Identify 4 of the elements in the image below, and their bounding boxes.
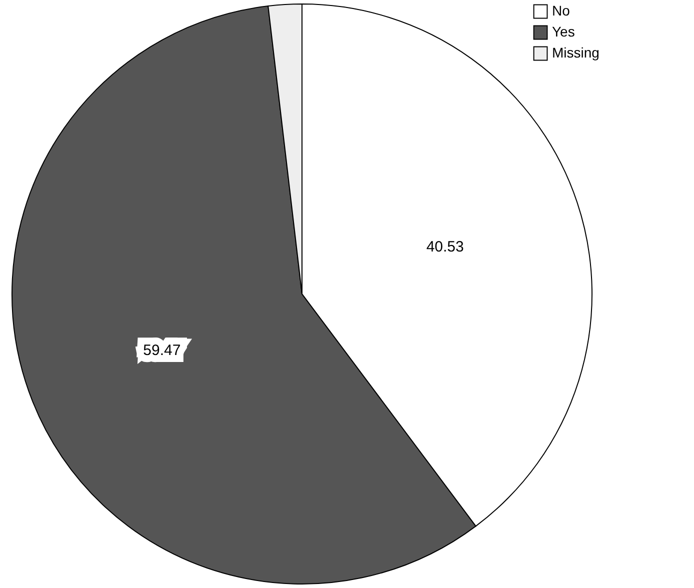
legend-label: No	[552, 2, 570, 18]
data-label: 40.53	[426, 238, 464, 256]
legend-label: Missing	[552, 44, 600, 60]
legend-label: Yes	[552, 24, 575, 40]
